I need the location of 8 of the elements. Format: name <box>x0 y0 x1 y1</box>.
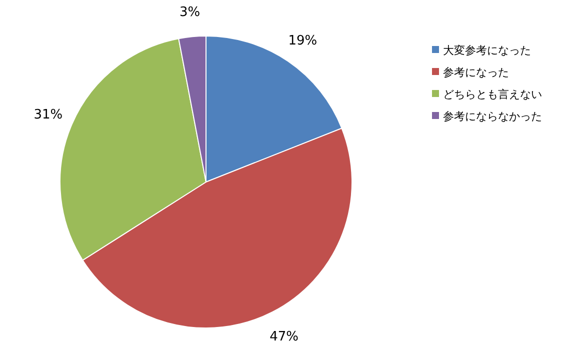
legend-label: 参考にならなかった <box>443 110 542 123</box>
data-label: 31% <box>34 108 63 123</box>
data-label: 3% <box>180 4 200 20</box>
data-label: 47% <box>270 329 299 344</box>
legend-label: 大変参考になった <box>443 44 531 57</box>
legend-label: 参考になった <box>443 66 509 79</box>
data-label: 19% <box>288 34 318 49</box>
legend-label: どちらとも言えない <box>443 88 542 101</box>
